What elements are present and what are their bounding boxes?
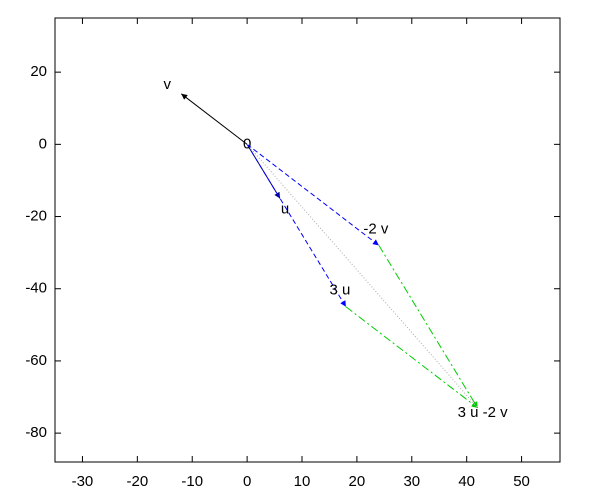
x-tick-label: 10 [294,473,311,490]
y-tick-label: -20 [25,208,47,225]
x-tick-label: 30 [403,473,420,490]
point-label: 3 u [329,282,350,299]
x-tick-label: -30 [72,473,94,490]
x-tick-label: 40 [458,473,475,490]
vector [246,144,479,409]
vector [378,245,479,409]
x-tick-label: 20 [349,473,366,490]
y-tick-label: -80 [25,424,47,441]
point-label: u [281,200,289,217]
point-label: 3 u -2 v [458,404,509,421]
plot-frame [54,17,561,463]
point-label: 0 [243,135,251,152]
vector [246,143,380,246]
x-tick-label: -20 [126,473,148,490]
point-label: -2 v [363,220,389,237]
y-tick-label: -40 [25,280,47,297]
x-tick-label: 50 [513,473,530,490]
y-tick-label: 0 [39,135,47,152]
x-tick-label: -10 [181,473,203,490]
vector [345,306,478,409]
x-tick-label: 0 [243,473,251,490]
vector [180,93,248,145]
y-tick-label: 20 [30,63,47,80]
point-label: v [164,76,172,93]
y-tick-label: -60 [25,352,47,369]
